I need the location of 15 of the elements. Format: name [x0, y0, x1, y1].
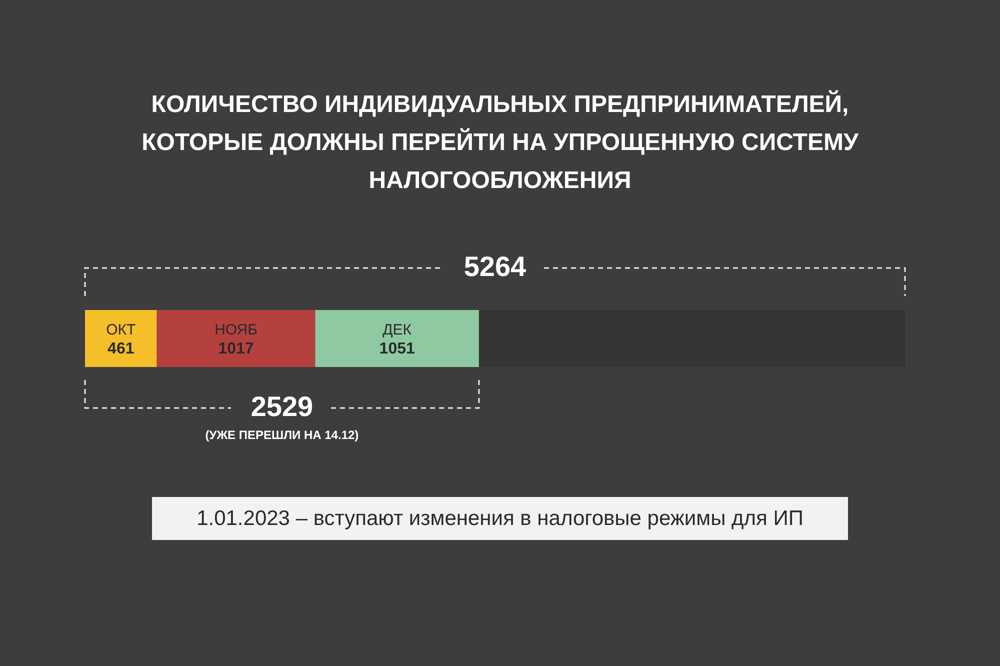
- bar: [156, 310, 316, 367]
- bar: [478, 310, 905, 367]
- text: 2529: [250, 391, 314, 423]
- text: (УЖЕ ПЕРЕШЛИ НА 14.12): [204, 428, 360, 442]
- text: 1.01.2023 – вступают изменения в налоговые режимы для ИП: [152, 497, 848, 540]
- data-label: 461: [108, 340, 134, 358]
- bar: [85, 310, 157, 367]
- chart-title: КОЛИЧЕСТВО ИНДИВИДУАЛЬНЫХ ПРЕДПРИНИМАТЕЛЕЙ, КОТОРЫЕ ДОЛЖНЫ ПЕРЕЙТИ НА УПРОЩЕННУЮ СИСТЕМУ НАЛОГООБЛОЖЕНИЯ: [140, 89, 860, 196]
- series-label: ОКТ: [106, 322, 136, 338]
- bar: [315, 310, 479, 367]
- series-label: ДЕК: [382, 322, 412, 338]
- data-label: 1051: [379, 340, 415, 358]
- text: 5264: [462, 251, 528, 283]
- series-label: НОЯБ: [214, 322, 258, 338]
- data-label: 1017: [218, 340, 254, 358]
